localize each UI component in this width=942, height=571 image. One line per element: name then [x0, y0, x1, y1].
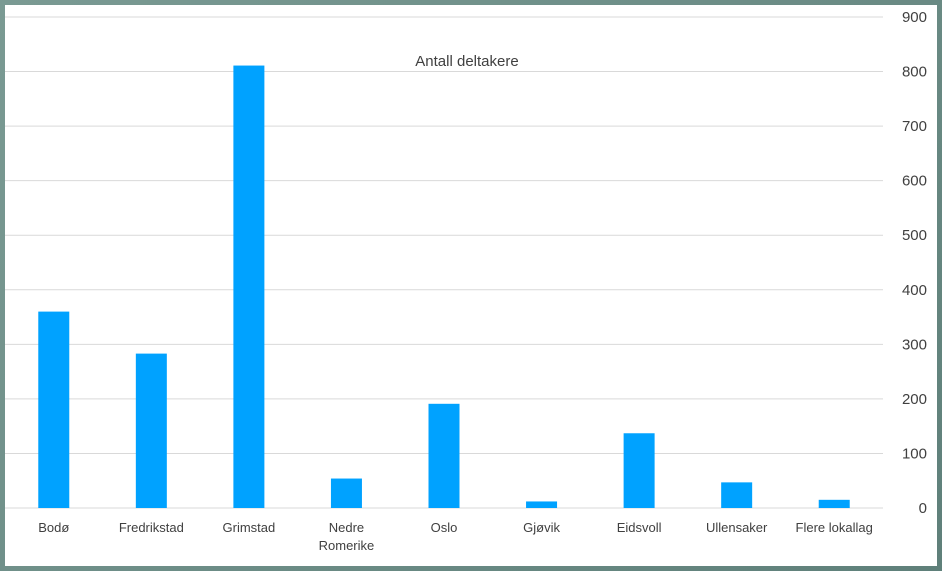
bars: Bodø: 360 Fredrikstad: 283 Grimstad: 811 Ne…	[38, 65, 850, 508]
x-tick-label: Nedre Romerike	[319, 520, 375, 553]
bar: Fredrikstad: 283	[135, 353, 167, 508]
x-tick-label: Gjøvik	[523, 520, 560, 535]
y-tick-label: 500	[902, 227, 927, 244]
bar: Ullensaker: 47	[721, 482, 753, 508]
bar-chart: Bodø: 360 Fredrikstad: 283 Grimstad: 811 Ne…	[5, 9, 927, 553]
y-tick-label: 100	[902, 445, 927, 462]
bar: Oslo: 191	[428, 403, 460, 508]
y-tick-label: 600	[902, 173, 927, 190]
bar: Bodø: 360	[38, 311, 70, 508]
y-tick-label: 900	[902, 9, 927, 26]
x-tick-label: Oslo	[431, 520, 458, 535]
y-tick-label: 400	[902, 282, 927, 299]
x-axis-ticks: Bodø Fredrikstad Grimstad Nedre Romerike Oslo…	[38, 520, 873, 553]
x-tick-label: Flere lokallag	[796, 520, 873, 535]
chart-panel: Bodø: 360 Fredrikstad: 283 Grimstad: 811 Ne…	[5, 5, 937, 566]
bar: Nedre Romerike: 54	[330, 478, 362, 508]
x-tick-label: Ullensaker	[706, 520, 768, 535]
y-tick-label: 800	[902, 64, 927, 81]
y-tick-label: 0	[919, 500, 927, 517]
x-tick-label: Fredrikstad	[119, 520, 184, 535]
chart-title: Antall deltakere	[415, 53, 518, 70]
bar: Grimstad: 811	[233, 65, 265, 508]
x-tick-label: Bodø	[38, 520, 69, 535]
y-tick-label: 700	[902, 118, 927, 135]
x-tick-label: Grimstad	[223, 520, 276, 535]
bar: Eidsvoll: 137	[623, 433, 655, 508]
y-tick-label: 200	[902, 391, 927, 408]
bar: Flere lokallag: 15	[818, 499, 850, 508]
y-axis-ticks: 0 100 200 300 400 500 600 700 800 900	[902, 9, 927, 517]
x-tick-label: Eidsvoll	[617, 520, 662, 535]
y-tick-label: 300	[902, 336, 927, 353]
bar: Gjøvik: 12	[526, 501, 558, 508]
